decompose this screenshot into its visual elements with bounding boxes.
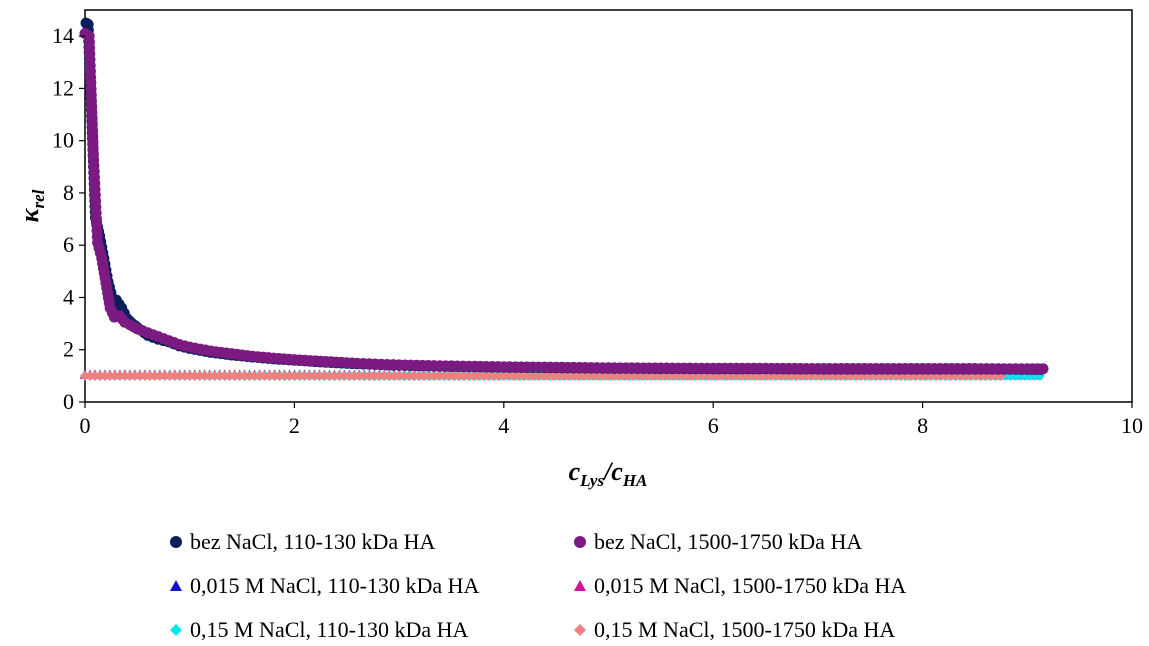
legend-label: 0,15 M NaCl, 110-130 kDa HA xyxy=(190,617,469,642)
x-tick-label: 6 xyxy=(708,413,719,438)
legend-item: 0,15 M NaCl, 110-130 kDa HA xyxy=(168,616,468,644)
y-tick-label: 14 xyxy=(52,23,74,48)
legend-circle-marker xyxy=(170,536,182,548)
legend-diamond-marker xyxy=(170,624,182,636)
legend-item: 0,15 M NaCl, 1500-1750 kDa HA xyxy=(572,616,895,644)
x-tick-label: 10 xyxy=(1121,413,1143,438)
x-tick-label: 4 xyxy=(498,413,509,438)
x-tick-label: 0 xyxy=(80,413,91,438)
x-axis-title: cLys/cHA xyxy=(569,457,648,490)
series-layer xyxy=(79,17,1049,381)
legend-label: bez NaCl, 110-130 kDa HA xyxy=(190,529,436,554)
x-tick-label: 8 xyxy=(917,413,928,438)
y-tick-label: 6 xyxy=(63,232,74,257)
legend-label: 0,15 M NaCl, 1500-1750 kDa HA xyxy=(594,617,896,642)
data-point-circle xyxy=(1037,363,1049,375)
legend-item: bez NaCl, 110-130 kDa HA xyxy=(168,528,435,556)
y-tick-label: 4 xyxy=(63,284,74,309)
legend-diamond-marker xyxy=(574,624,586,636)
legend-circle-marker xyxy=(574,536,586,548)
x-tick-label: 2 xyxy=(289,413,300,438)
y-tick-label: 10 xyxy=(52,128,74,153)
legend-label: 0,015 M NaCl, 1500-1750 kDa HA xyxy=(594,573,907,598)
y-tick-label: 8 xyxy=(63,180,74,205)
y-tick-label: 0 xyxy=(63,389,74,414)
legend-label: bez NaCl, 1500-1750 kDa HA xyxy=(594,529,863,554)
legend-label: 0,015 M NaCl, 110-130 kDa HA xyxy=(190,573,480,598)
y-axis-title: κrel xyxy=(15,189,48,222)
legend-triangle-marker xyxy=(170,580,182,591)
legend-item: bez NaCl, 1500-1750 kDa HA xyxy=(572,528,862,556)
legend-item: 0,015 M NaCl, 1500-1750 kDa HA xyxy=(572,572,906,600)
plot-area xyxy=(84,9,1133,403)
y-tick-label: 2 xyxy=(63,337,74,362)
y-tick-label: 12 xyxy=(52,75,74,100)
ticks-layer: 0 2 4 6 8 10 0 2 4 6 8 10 12 14 xyxy=(52,23,1143,438)
legend-item: 0,015 M NaCl, 110-130 kDa HA xyxy=(168,572,479,600)
legend-triangle-marker xyxy=(574,580,586,591)
